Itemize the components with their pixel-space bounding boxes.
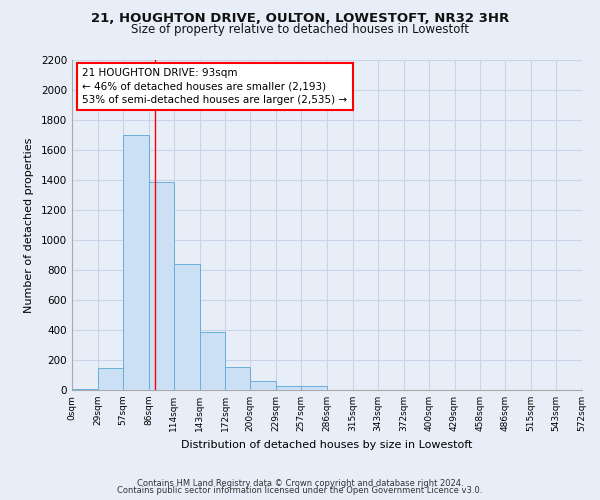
Bar: [199, 332, 226, 390]
Bar: [123, 135, 149, 390]
Bar: [149, 182, 173, 390]
Bar: [173, 264, 199, 390]
Bar: [72, 388, 98, 390]
Bar: [301, 386, 327, 390]
Text: 21 HOUGHTON DRIVE: 93sqm
← 46% of detached houses are smaller (2,193)
53% of sem: 21 HOUGHTON DRIVE: 93sqm ← 46% of detach…: [82, 68, 347, 104]
X-axis label: Distribution of detached houses by size in Lowestoft: Distribution of detached houses by size …: [181, 440, 473, 450]
Bar: [226, 367, 250, 390]
Bar: [98, 368, 123, 390]
Text: 21, HOUGHTON DRIVE, OULTON, LOWESTOFT, NR32 3HR: 21, HOUGHTON DRIVE, OULTON, LOWESTOFT, N…: [91, 12, 509, 26]
Text: Size of property relative to detached houses in Lowestoft: Size of property relative to detached ho…: [131, 22, 469, 36]
Text: Contains HM Land Registry data © Crown copyright and database right 2024.: Contains HM Land Registry data © Crown c…: [137, 478, 463, 488]
Y-axis label: Number of detached properties: Number of detached properties: [24, 138, 34, 312]
Text: Contains public sector information licensed under the Open Government Licence v3: Contains public sector information licen…: [118, 486, 482, 495]
Bar: [276, 386, 301, 390]
Bar: [250, 381, 276, 390]
